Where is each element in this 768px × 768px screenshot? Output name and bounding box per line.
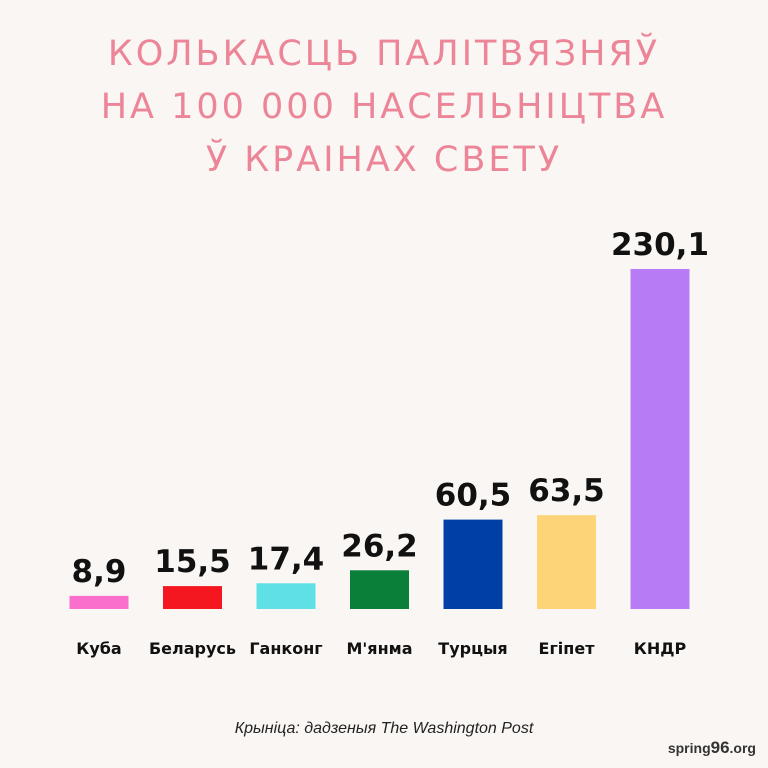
- value-label-5: 63,5: [528, 473, 605, 509]
- logo-text-org: .org: [729, 740, 756, 756]
- value-label-3: 26,2: [341, 528, 418, 564]
- bar-5: [537, 515, 596, 609]
- category-label-2: Ганконг: [249, 639, 322, 658]
- category-label-0: Куба: [76, 639, 121, 658]
- bar-6: [630, 269, 690, 609]
- value-label-1: 15,5: [154, 544, 231, 580]
- bar-3: [350, 570, 409, 609]
- chart-title: Колькасць палітвязняў на 100 000 насельн…: [0, 28, 768, 187]
- category-label-6: КНДР: [634, 639, 687, 658]
- logo-text-96: 96: [710, 738, 730, 757]
- chart-title-line-1: Колькасць палітвязняў: [107, 34, 661, 74]
- category-label-3: М'янма: [346, 639, 412, 658]
- category-label-1: Беларусь: [149, 639, 236, 658]
- chart-title-line-2: на 100 000 насельніцтва: [100, 87, 668, 127]
- bar-1: [163, 586, 222, 609]
- logo-text-spring: spring: [667, 740, 711, 756]
- spring96-logo: spring96.org: [668, 738, 756, 758]
- bar-0: [69, 595, 129, 609]
- source-note: Крыніца: дадзеныя The Washington Post: [234, 720, 534, 737]
- bar-2: [256, 583, 316, 609]
- value-label-0: 8,9: [72, 554, 127, 590]
- value-label-2: 17,4: [248, 541, 325, 577]
- value-label-4: 60,5: [435, 478, 512, 514]
- chart-title-line-3: ў краінах свету: [205, 140, 563, 180]
- value-label-6: 230,1: [611, 227, 709, 263]
- category-label-4: Турцыя: [438, 639, 507, 658]
- category-label-5: Егіпет: [539, 639, 596, 658]
- bar-4: [443, 519, 503, 609]
